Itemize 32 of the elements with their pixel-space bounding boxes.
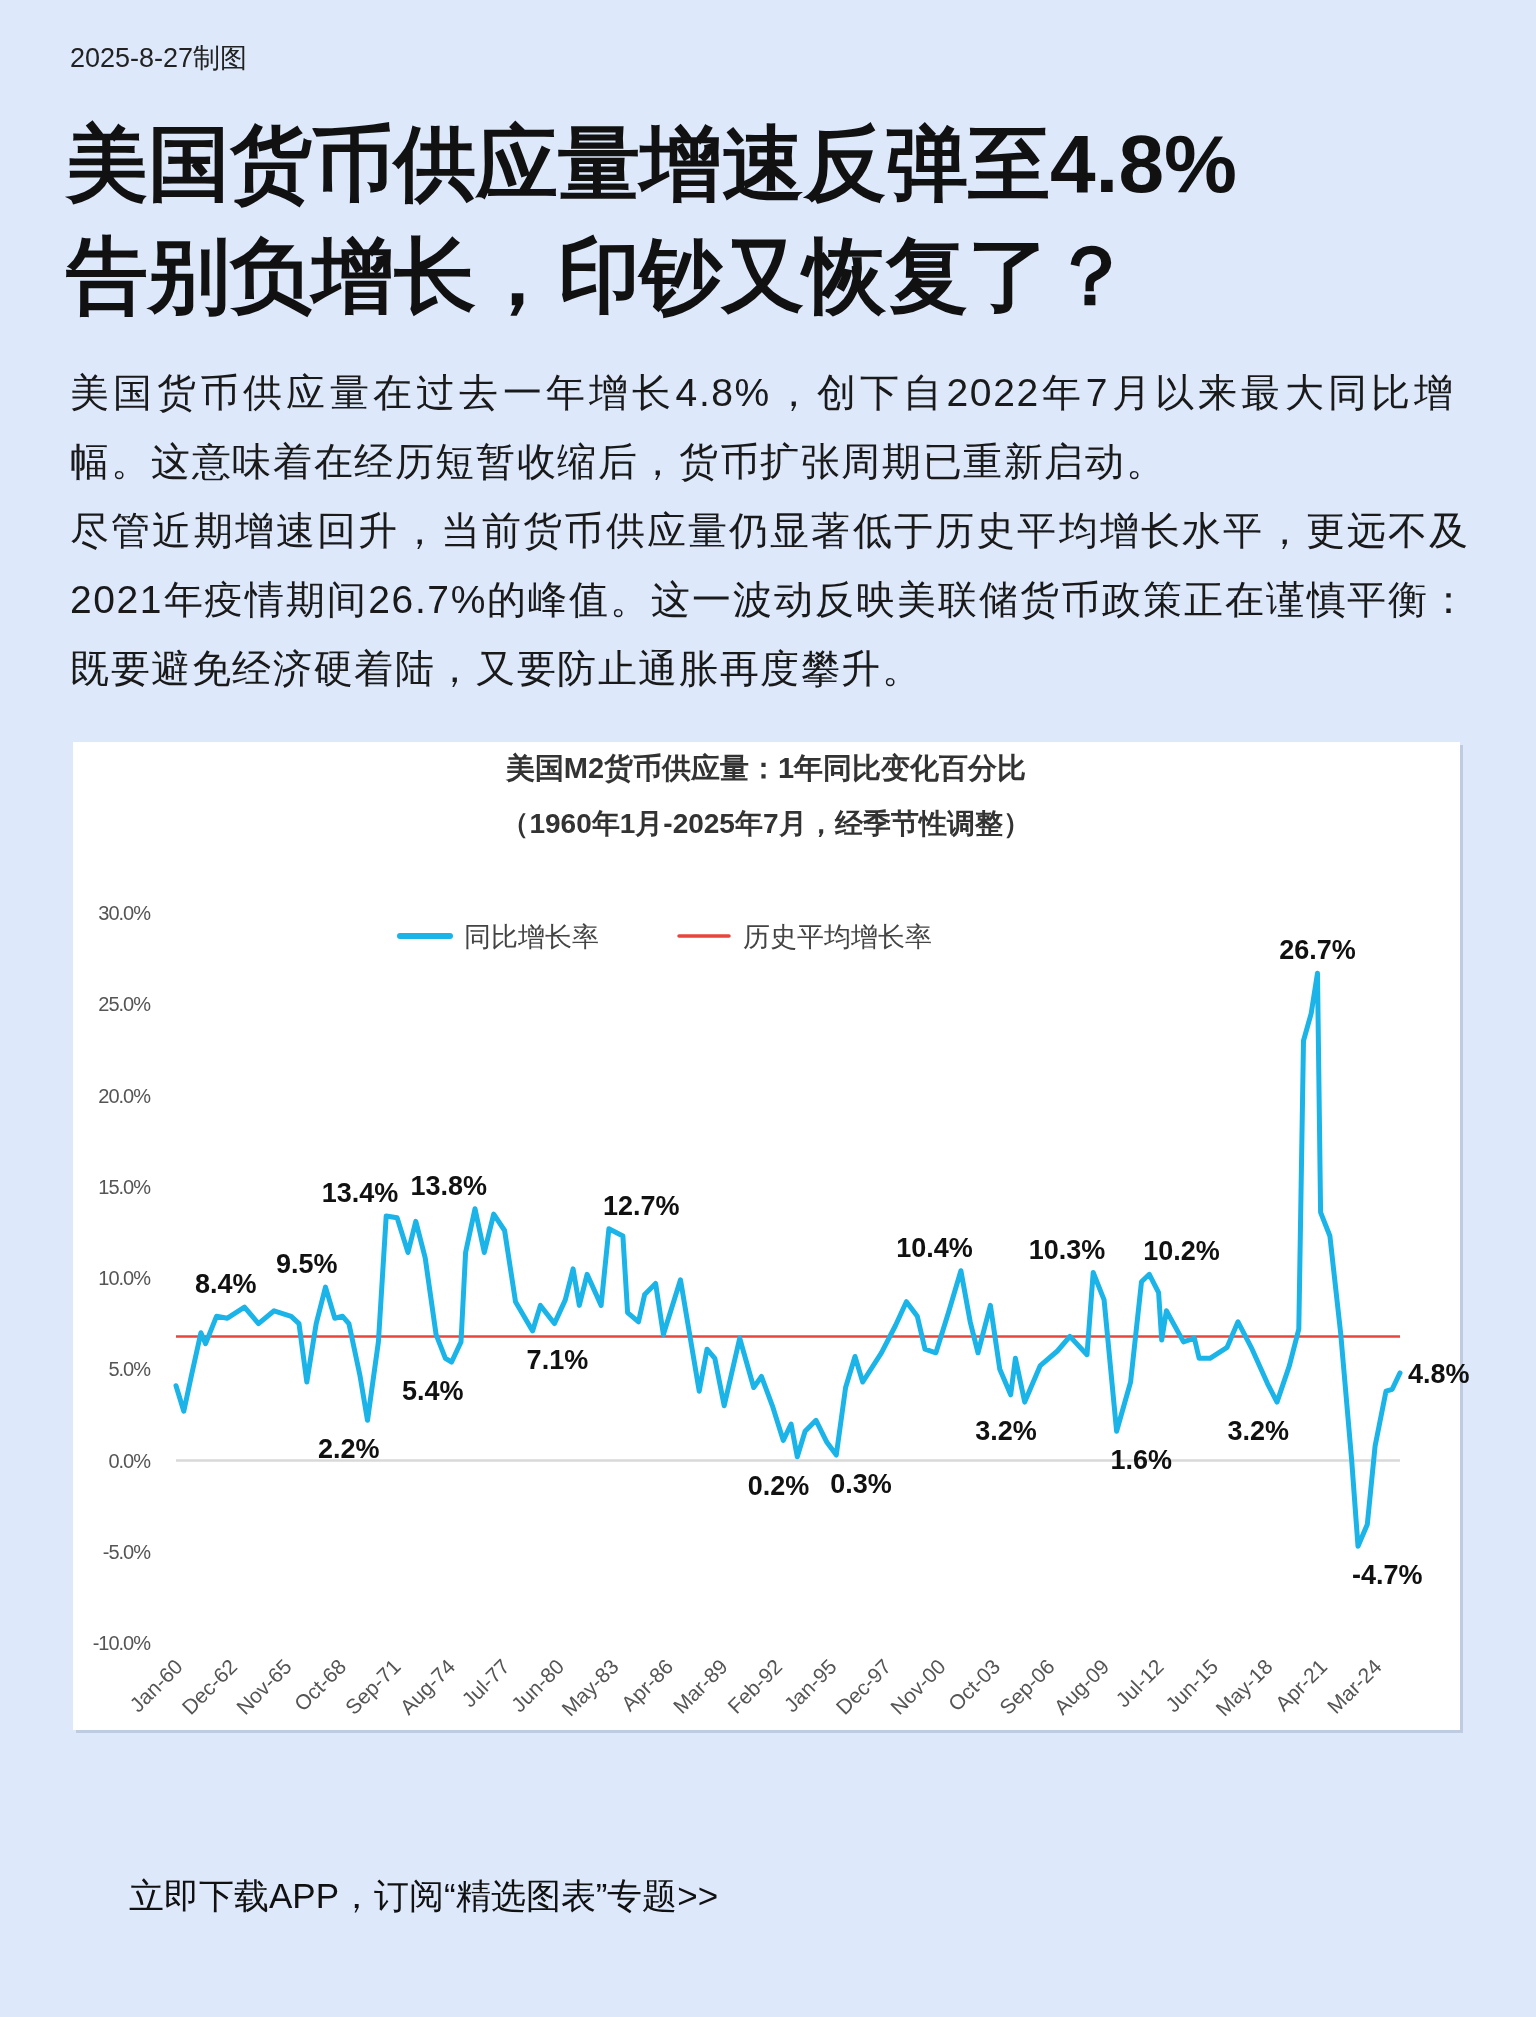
annotation: 8.4% [194, 1269, 257, 1300]
y-tick-label: -5.0% [102, 1540, 152, 1563]
y-tick-label: 20.0% [98, 1084, 152, 1107]
annotation: 26.7% [1279, 935, 1356, 966]
annotation: 9.5% [275, 1249, 338, 1280]
annotation: 2.2% [318, 1434, 380, 1465]
y-tick-label: 0.0% [108, 1449, 152, 1472]
chart-title: 美国M2货币供应量：1年同比变化百分比 [504, 752, 1027, 784]
y-tick-label: 5.0% [108, 1358, 152, 1381]
chart-subtitle: （1960年1月-2025年7月，经季节性调整） [501, 808, 1031, 839]
annotation: 7.1% [526, 1344, 589, 1375]
annotation: 0.3% [830, 1469, 892, 1500]
annotation: 3.2% [1227, 1416, 1289, 1447]
annotation: 10.2% [1143, 1236, 1220, 1267]
annotation: 12.7% [602, 1190, 680, 1221]
annotation: 1.6% [1110, 1445, 1173, 1476]
annotation: 13.4% [321, 1177, 399, 1208]
annotation: 3.2% [975, 1416, 1037, 1447]
annotation: 10.4% [896, 1232, 973, 1263]
y-tick-label: 25.0% [98, 993, 152, 1016]
y-tick-label: -10.0% [92, 1632, 152, 1654]
annotation: 13.8% [410, 1170, 487, 1201]
annotation: 0.2% [747, 1470, 810, 1501]
y-tick-label: 10.0% [98, 1267, 152, 1289]
annotation: 4.8% [1408, 1358, 1470, 1389]
annotation: 5.4% [402, 1375, 464, 1406]
legend-label: 历史平均增长率 [743, 922, 932, 952]
annotation: 10.3% [1028, 1234, 1106, 1265]
y-tick-label: 30.0% [98, 902, 152, 924]
annotation: -4.7% [1351, 1560, 1423, 1591]
legend-label: 同比增长率 [464, 922, 599, 952]
y-tick-label: 15.0% [98, 1175, 152, 1198]
